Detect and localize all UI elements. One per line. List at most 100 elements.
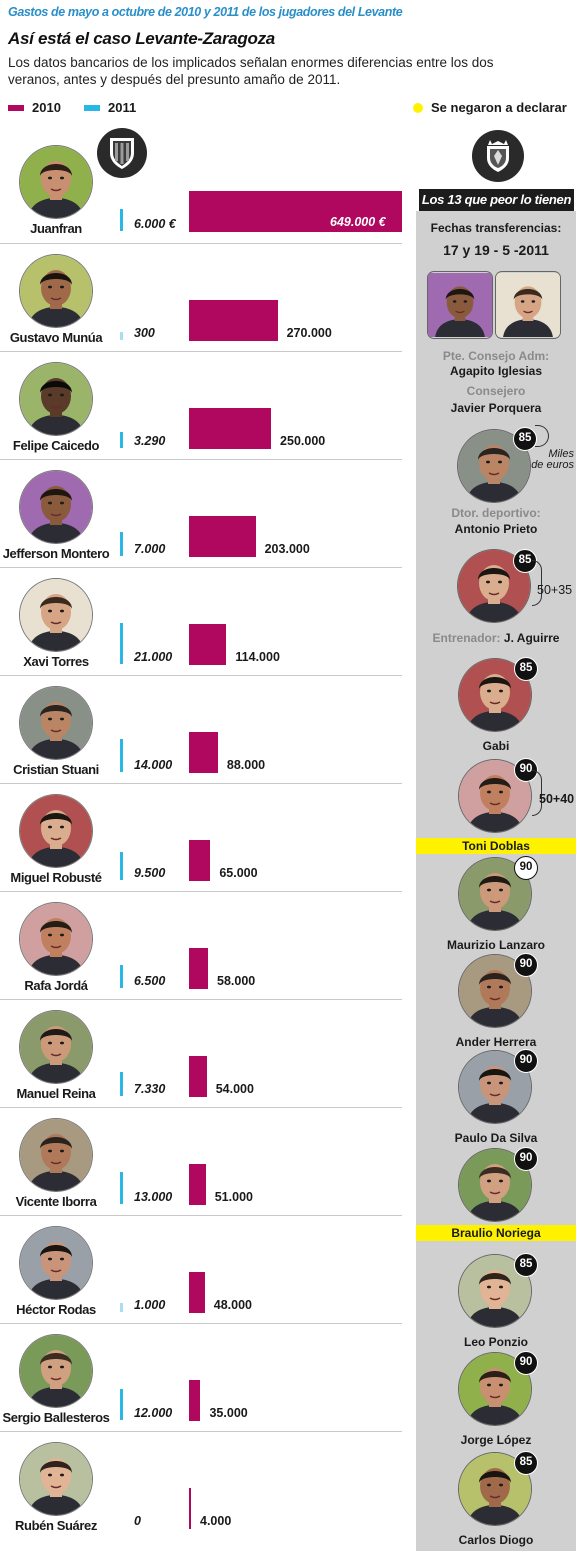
bar-2011 (120, 431, 123, 448)
player-name: Juanfran (30, 221, 82, 236)
player-photo (20, 146, 92, 218)
player-photo (20, 579, 92, 651)
player-row: Gustavo Munúa 300 270.000 (0, 243, 402, 351)
player-row: Rubén Suárez 0 4.000 (0, 1431, 402, 1539)
player-name: Rubén Suárez (15, 1518, 97, 1533)
zaragoza-player-photo (459, 955, 531, 1027)
player-row: Xavi Torres 21.000 114.000 (0, 567, 402, 675)
zaragoza-player-name: Leo Ponzio (464, 1335, 528, 1349)
bar-2010 (189, 732, 218, 773)
zaragoza-player-name: Carlos Diogo (458, 1533, 534, 1547)
zaragoza-player-name: Paulo Da Silva (454, 1131, 538, 1145)
player-name: Cristian Stuani (13, 762, 99, 777)
chart-subtitle: Los datos bancarios de los implicados se… (8, 55, 494, 87)
role-coach: Entrenador: (432, 631, 501, 645)
player-row: Vicente Iborra 13.000 51.000 (0, 1107, 402, 1215)
legend-declined: Se negaron a declarar (413, 100, 567, 115)
name-director: Antonio Prieto (454, 522, 538, 536)
value-label-2011: 1.000 (134, 1298, 166, 1312)
bar-2010 (189, 1272, 205, 1313)
value-label-2011: 9.500 (134, 866, 166, 880)
bar-2011 (120, 532, 123, 556)
bar-2011 (120, 852, 123, 880)
value-label-2010: 270.000 (286, 326, 332, 340)
legend-2011-swatch (84, 104, 100, 111)
zaragoza-player-name: Gabi (482, 739, 510, 753)
bar-2011 (120, 1303, 123, 1312)
bar-2010 (189, 516, 256, 557)
bar-2010 (189, 191, 402, 232)
value-label-2011: 3.290 (134, 434, 166, 448)
value-label-2011: 6.500 (134, 974, 166, 988)
legend-declined-swatch (413, 102, 423, 113)
split-aguirre: 50+35 (537, 583, 573, 597)
bar-2010 (189, 1164, 206, 1205)
value-label-2011: 7.000 (134, 542, 166, 556)
legend-2011: 2011 (84, 100, 136, 115)
bar-2010 (189, 1056, 207, 1097)
legend-2010-swatch (8, 104, 24, 111)
player-row: Felipe Caicedo 3.290 250.000 (0, 351, 402, 459)
player-name: Felipe Caicedo (12, 438, 100, 453)
value-label-2011: 13.000 (134, 1190, 173, 1204)
amount-badge: 85 (514, 1451, 538, 1475)
split-amount: 50+40 (539, 792, 575, 806)
player-photo (20, 363, 92, 435)
player-photo (20, 687, 92, 759)
value-label-2010: 35.000 (209, 1406, 248, 1420)
zaragoza-player-photo (459, 1255, 531, 1327)
bar-2010 (189, 840, 211, 881)
player-photo (20, 255, 92, 327)
kicker: Gastos de mayo a octubre de 2010 y 2011 … (8, 5, 403, 19)
value-label-2010: 250.000 (280, 434, 326, 448)
name-president: Agapito Iglesias (449, 364, 543, 378)
legend-2010-label: 2010 (32, 100, 61, 115)
bar-2011 (120, 332, 123, 340)
player-photo (20, 795, 92, 867)
name-adviser: Javier Porquera (450, 401, 542, 415)
zaragoza-player-photo (459, 1051, 531, 1123)
bar-2010 (189, 948, 209, 989)
value-label-2011: 12.000 (134, 1406, 173, 1420)
player-row: Cristian Stuani 14.000 88.000 (0, 675, 402, 783)
role-president: Pte. Consejo Adm: (442, 349, 550, 363)
units-note: Miles de euros (528, 449, 574, 471)
value-label-2011: 300 (134, 326, 155, 340)
player-name: Vicente Iborra (15, 1194, 97, 1209)
value-label-2011: 7.330 (134, 1082, 166, 1096)
amount-badge: 90 (514, 1351, 538, 1375)
bar-2010 (189, 1488, 191, 1529)
player-row: Juanfran 6.000 € 649.000 € (0, 135, 402, 243)
levante-crest-icon (97, 128, 147, 178)
value-label-2011: 14.000 (134, 758, 173, 772)
player-photo (20, 1335, 92, 1407)
zaragoza-player-name-declined: Toni Doblas (416, 838, 576, 854)
value-label-2010: 203.000 (264, 542, 310, 556)
chart-title: Así está el caso Levante-Zaragoza (8, 29, 275, 48)
value-label-2011: 21.000 (134, 650, 173, 664)
photo-javier-porquera (496, 272, 560, 338)
role-adviser: Consejero (466, 384, 526, 398)
player-name: Sergio Ballesteros (2, 1410, 110, 1425)
player-row: Héctor Rodas 1.000 48.000 (0, 1215, 402, 1323)
player-name: Gustavo Munúa (9, 330, 103, 345)
player-row: Rafa Jordá 6.500 58.000 (0, 891, 402, 999)
value-label-2010: 48.000 (213, 1298, 252, 1312)
zaragoza-player-name: Maurizio Lanzaro (446, 938, 545, 952)
bar-2010 (189, 300, 278, 341)
player-photo (20, 1119, 92, 1191)
bar-2011 (120, 965, 123, 988)
bar-2010 (189, 408, 272, 449)
player-row: Manuel Reina 7.330 54.000 (0, 999, 402, 1107)
bar-2011 (120, 623, 123, 664)
legend-2010: 2010 (8, 100, 61, 115)
panel-title: Los 13 que peor lo tienen (419, 189, 574, 211)
player-row: Miguel Robusté 9.500 65.000 (0, 783, 402, 891)
value-label-2010: 51.000 (214, 1190, 253, 1204)
player-name: Rafa Jordá (24, 978, 88, 993)
coach-line: Entrenador: J. Aguirre (416, 631, 576, 645)
value-label-2010: 65.000 (219, 866, 258, 880)
player-photo (20, 1011, 92, 1083)
amount-badge: 85 (514, 1253, 538, 1277)
value-label-2010: 649.000 € (330, 215, 386, 229)
